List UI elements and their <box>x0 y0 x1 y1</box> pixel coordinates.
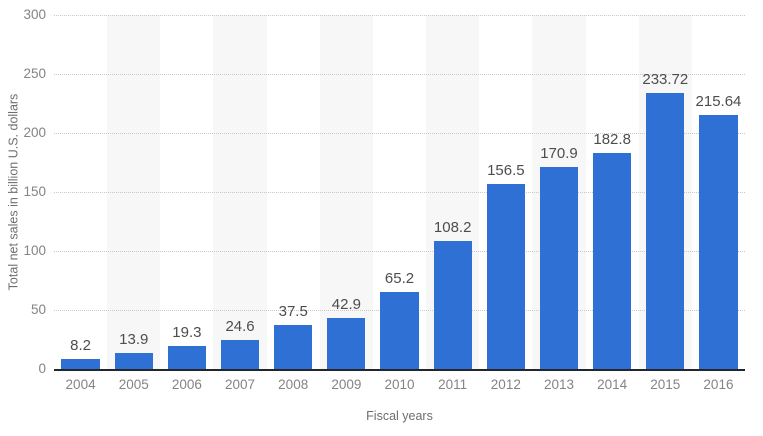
bar-value-label-2015: 233.72 <box>642 71 689 89</box>
x-tick-label-2016: 2016 <box>703 377 734 392</box>
x-tick-label-2014: 2014 <box>597 377 628 392</box>
x-tick-label-2010: 2010 <box>384 377 415 392</box>
x-tick-label-2008: 2008 <box>278 377 309 392</box>
bar-value-label-2009: 42.9 <box>331 296 361 314</box>
x-tick-label-2013: 2013 <box>543 377 574 392</box>
x-axis: 2004 2005 2006 2007 2008 2009 2010 2011 2012 2013… <box>54 377 745 392</box>
y-tick-label-200: 200 <box>23 125 46 140</box>
bar-column-2008: 37.5 <box>267 15 320 369</box>
x-tick-label-2009: 2009 <box>331 377 362 392</box>
x-axis-title: Fiscal years <box>366 409 433 423</box>
x-tick-label-2011: 2011 <box>438 377 468 392</box>
x-tick-label-2012: 2012 <box>490 377 521 392</box>
x-tick-label-2015: 2015 <box>650 377 681 392</box>
bar-2008[interactable] <box>274 324 313 369</box>
gridline-250 <box>54 74 745 75</box>
bar-2006[interactable] <box>167 346 207 369</box>
bar-column-2007: 24.6 <box>213 15 266 369</box>
bar-column-2013: 170.9 <box>532 15 585 369</box>
x-tick-label-2004: 2004 <box>65 377 96 392</box>
y-tick-label-250: 250 <box>23 66 46 81</box>
bar-column-2006: 19.3 <box>160 15 213 369</box>
bar-value-label-2005: 13.9 <box>119 330 149 348</box>
bar-2014[interactable] <box>593 153 632 369</box>
bar-2015[interactable] <box>646 93 685 369</box>
y-tick-label-300: 300 <box>23 7 46 22</box>
bar-column-2009: 42.9 <box>320 15 373 369</box>
bar-value-label-2014: 182.8 <box>593 131 631 149</box>
bar-2005[interactable] <box>114 352 153 369</box>
bar-value-label-2007: 24.6 <box>225 317 255 335</box>
bar-value-label-2011: 108.2 <box>433 219 472 237</box>
bar-2012[interactable] <box>486 184 525 369</box>
bar-column-2011: 108.2 <box>426 15 479 369</box>
bar-value-label-2016: 215.64 <box>695 92 742 110</box>
bar-column-2005: 13.9 <box>107 15 160 369</box>
bar-2013[interactable] <box>539 167 579 369</box>
bar-value-label-2004: 8.2 <box>70 337 92 355</box>
bar-layer: 8.2 13.9 19.3 24.6 37.5 42.9 65.2 108.2 156.5 170… <box>54 15 745 369</box>
x-tick-label-2007: 2007 <box>225 377 256 392</box>
x-tick-label-2006: 2006 <box>171 377 202 392</box>
bar-column-2012: 156.5 <box>479 15 532 369</box>
bar-value-label-2013: 170.9 <box>540 145 578 163</box>
bar-2007[interactable] <box>220 339 260 369</box>
bar-2011[interactable] <box>433 241 472 369</box>
bar-2004[interactable] <box>61 359 100 369</box>
bar-2016[interactable] <box>699 114 738 369</box>
bar-column-2016: 215.64 <box>692 15 745 369</box>
y-axis: 0 50 100 150 200 250 300 <box>0 7 46 376</box>
gridline-150 <box>54 192 745 193</box>
x-tick-label-2005: 2005 <box>118 377 149 392</box>
bar-value-label-2006: 19.3 <box>172 324 202 342</box>
bar-value-label-2012: 156.5 <box>487 162 525 180</box>
gridline-200 <box>54 133 745 134</box>
bar-column-2010: 65.2 <box>373 15 426 369</box>
y-tick-label-100: 100 <box>23 243 46 258</box>
bar-2010[interactable] <box>380 292 419 369</box>
gridline-100 <box>54 251 745 252</box>
gridline-300 <box>54 15 745 16</box>
bar-column-2014: 182.8 <box>586 15 639 369</box>
bar-value-label-2010: 65.2 <box>384 270 415 288</box>
plot-area: 8.2 13.9 19.3 24.6 37.5 42.9 65.2 108.2 156.5 170… <box>54 15 745 371</box>
bar-column-2004: 8.2 <box>54 15 107 369</box>
bar-column-2015: 233.72 <box>639 15 692 369</box>
y-tick-label-50: 50 <box>30 302 46 317</box>
bar-value-label-2008: 37.5 <box>278 302 308 320</box>
y-tick-label-0: 0 <box>38 361 46 376</box>
y-tick-label-150: 150 <box>23 184 46 199</box>
bar-2009[interactable] <box>327 318 366 369</box>
